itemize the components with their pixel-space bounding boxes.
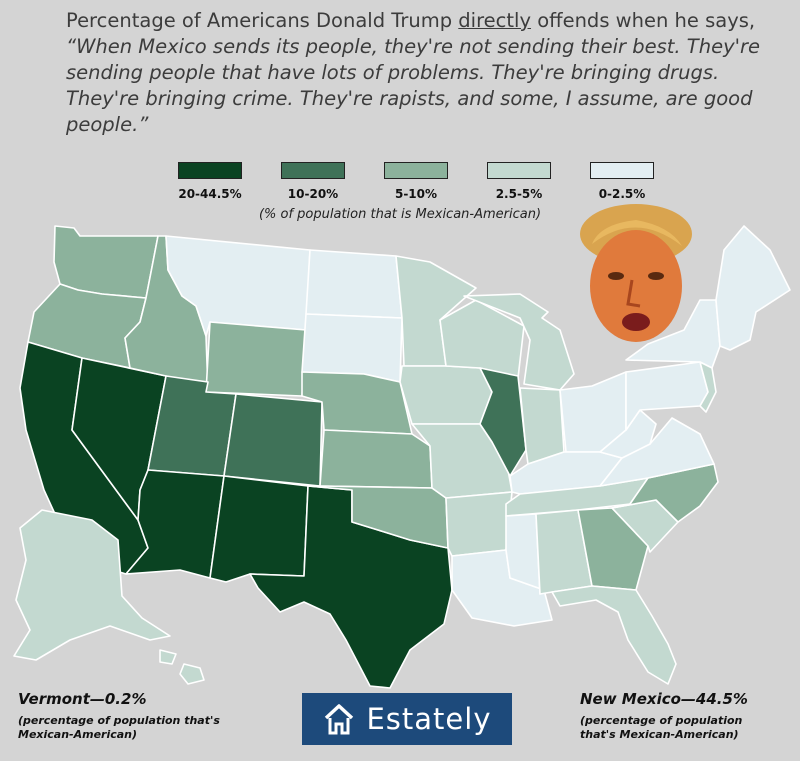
state-new-england [715, 225, 791, 351]
legend-item: 0-2.5% [572, 162, 672, 201]
legend-swatch [281, 162, 345, 179]
stat-vermont-value: Vermont—0.2% [18, 690, 147, 708]
state-nj [699, 361, 717, 413]
legend-swatch [384, 162, 448, 179]
state-fl [551, 585, 677, 685]
legend-label: 10-20% [287, 187, 339, 201]
stat-new-mexico-note: (percentage of population that's Mexican… [580, 714, 743, 741]
legend-swatch [487, 162, 551, 179]
estately-logo: Estately [302, 693, 512, 745]
legend-label: 0-2.5% [598, 187, 646, 201]
title-prefix: Percentage of Americans Donald Trump [66, 9, 459, 32]
title-emphasis: directly [458, 9, 532, 32]
state-nd [305, 249, 403, 319]
state-co [223, 393, 323, 487]
title-middle: offends when he says, [531, 9, 756, 32]
legend-label: 5-10% [394, 187, 438, 201]
state-hi [159, 649, 205, 685]
legend-item: 5-10% [366, 162, 466, 201]
legend-item: 2.5-5% [469, 162, 569, 201]
legend-note: (% of population that is Mexican-America… [258, 207, 542, 222]
stat-new-mexico-value: New Mexico—44.5% [580, 690, 748, 708]
title-quote: “When Mexico sends its people, they're n… [66, 35, 760, 136]
stat-vermont-note: (percentage of population that's Mexican… [18, 714, 220, 741]
state-mi [463, 293, 575, 391]
portrait-photo [580, 204, 692, 342]
stat-new-mexico: New Mexico—44.5% (percentage of populati… [580, 690, 780, 742]
state-nm [209, 475, 309, 583]
state-in [519, 387, 565, 465]
state-ia [399, 365, 493, 425]
legend-swatch [178, 162, 242, 179]
legend-item: 20-44.5% [160, 162, 260, 201]
legend-swatch [590, 162, 654, 179]
stat-vermont: Vermont—0.2% (percentage of population t… [18, 690, 228, 742]
state-ak [13, 509, 171, 661]
legend-item: 10-20% [263, 162, 363, 201]
house-icon [325, 704, 354, 735]
state-ks [319, 429, 433, 489]
legend-label: 2.5-5% [495, 187, 543, 201]
state-az [125, 469, 225, 579]
brand-name: Estately [366, 702, 492, 736]
state-wy [205, 321, 307, 397]
state-ar [445, 491, 513, 557]
map-title: Percentage of Americans Donald Trump dir… [66, 8, 786, 138]
legend-label: 20-44.5% [178, 187, 242, 201]
